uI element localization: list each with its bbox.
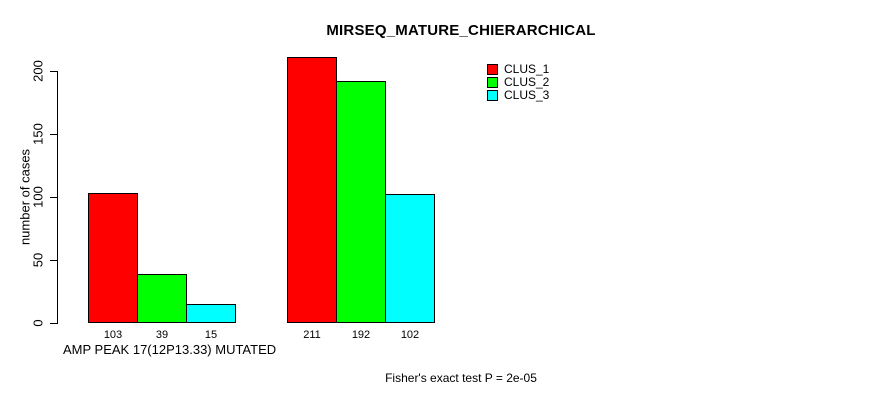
y-tick-label: 0 [30, 319, 46, 327]
bar-clus_3-group1 [186, 304, 236, 323]
bar-clus_2-group1 [137, 274, 187, 323]
bar-clus_1-group2 [287, 57, 337, 323]
legend-label: CLUS_3 [504, 88, 550, 102]
legend-swatch [487, 64, 498, 75]
y-tick-label: 50 [30, 252, 46, 268]
bar-value-label: 211 [303, 329, 321, 341]
bar-value-label: 39 [155, 329, 169, 341]
y-tick-label: 150 [30, 123, 46, 145]
x-axis-label: AMP PEAK 17(12P13.33) MUTATED [63, 342, 277, 357]
y-tick [50, 134, 57, 135]
bar-value-label: 103 [103, 329, 123, 341]
legend-swatch [487, 90, 498, 101]
y-tick [50, 260, 57, 261]
y-tick-label: 100 [30, 186, 46, 208]
legend-label: CLUS_1 [504, 62, 550, 76]
legend: CLUS_1 CLUS_2 CLUS_3 [487, 63, 549, 102]
bar-clus_1-group1 [88, 193, 138, 323]
y-tick [50, 197, 57, 198]
bar-clus_3-group2 [385, 194, 435, 323]
legend-item: CLUS_3 [487, 89, 549, 102]
bar-value-label: 192 [351, 329, 371, 341]
legend-item: CLUS_2 [487, 76, 549, 89]
y-tick [50, 323, 57, 324]
legend-swatch [487, 77, 498, 88]
bar-clus_2-group2 [336, 81, 386, 323]
legend-item: CLUS_1 [487, 63, 549, 76]
bar-value-label: 102 [400, 329, 420, 341]
y-tick [50, 71, 57, 72]
legend-label: CLUS_2 [504, 75, 550, 89]
y-tick-label: 200 [30, 60, 46, 82]
bar-value-label: 15 [204, 329, 218, 341]
chart-title: MIRSEQ_MATURE_CHIERARCHICAL [326, 22, 596, 39]
y-axis-line [57, 71, 58, 324]
annotation-fisher-test: Fisher's exact test P = 2e-05 [385, 371, 537, 385]
